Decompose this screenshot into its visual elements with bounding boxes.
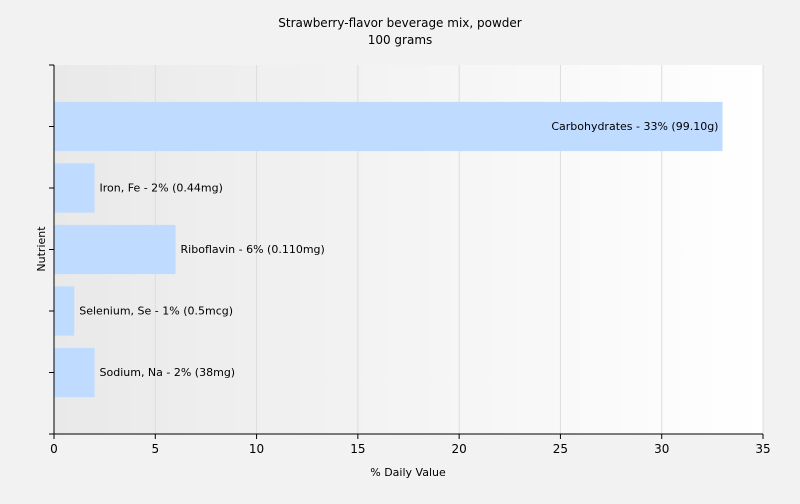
x-axis-label: % Daily Value <box>370 466 446 479</box>
bar <box>54 347 95 398</box>
bar-data-label: Selenium, Se - 1% (0.5mcg) <box>79 305 233 318</box>
x-tick-label: 20 <box>452 442 467 456</box>
bar-data-label: Iron, Fe - 2% (0.44mg) <box>100 182 223 195</box>
bar-data-label: Sodium, Na - 2% (38mg) <box>100 366 236 379</box>
bar <box>54 286 75 336</box>
y-axis-label: Nutrient <box>35 226 48 272</box>
data-labels: Carbohydrates - 33% (99.10g) Iron, Fe - 2… <box>79 120 718 379</box>
x-tick-label: 30 <box>654 442 669 456</box>
chart-subtitle: 100 grams <box>368 33 433 47</box>
x-tick-label: 15 <box>350 442 365 456</box>
x-tick-label: 10 <box>249 442 264 456</box>
chart-title: Strawberry-flavor beverage mix, powder <box>278 16 522 30</box>
y-axis-ticks <box>49 64 54 435</box>
bars <box>54 101 723 398</box>
x-tick-label: 35 <box>755 442 770 456</box>
x-tick-label: 5 <box>151 442 159 456</box>
bar-data-label: Riboflavin - 6% (0.110mg) <box>181 243 325 256</box>
x-tick-label: 25 <box>553 442 568 456</box>
bar <box>54 101 723 152</box>
x-tick-label: 0 <box>50 442 58 456</box>
bar <box>54 163 95 213</box>
bar-data-label: Carbohydrates - 33% (99.10g) <box>551 120 718 133</box>
x-axis-ticks: 0 5 10 15 20 25 30 35 <box>50 434 771 456</box>
bar <box>54 224 176 275</box>
